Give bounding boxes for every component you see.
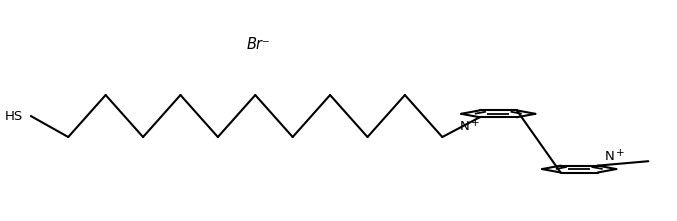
Text: +: +	[471, 118, 479, 128]
Text: N: N	[460, 120, 470, 133]
Text: N: N	[605, 150, 615, 163]
Text: +: +	[615, 149, 624, 158]
Text: Br⁻: Br⁻	[247, 37, 271, 52]
Text: HS: HS	[5, 110, 23, 122]
